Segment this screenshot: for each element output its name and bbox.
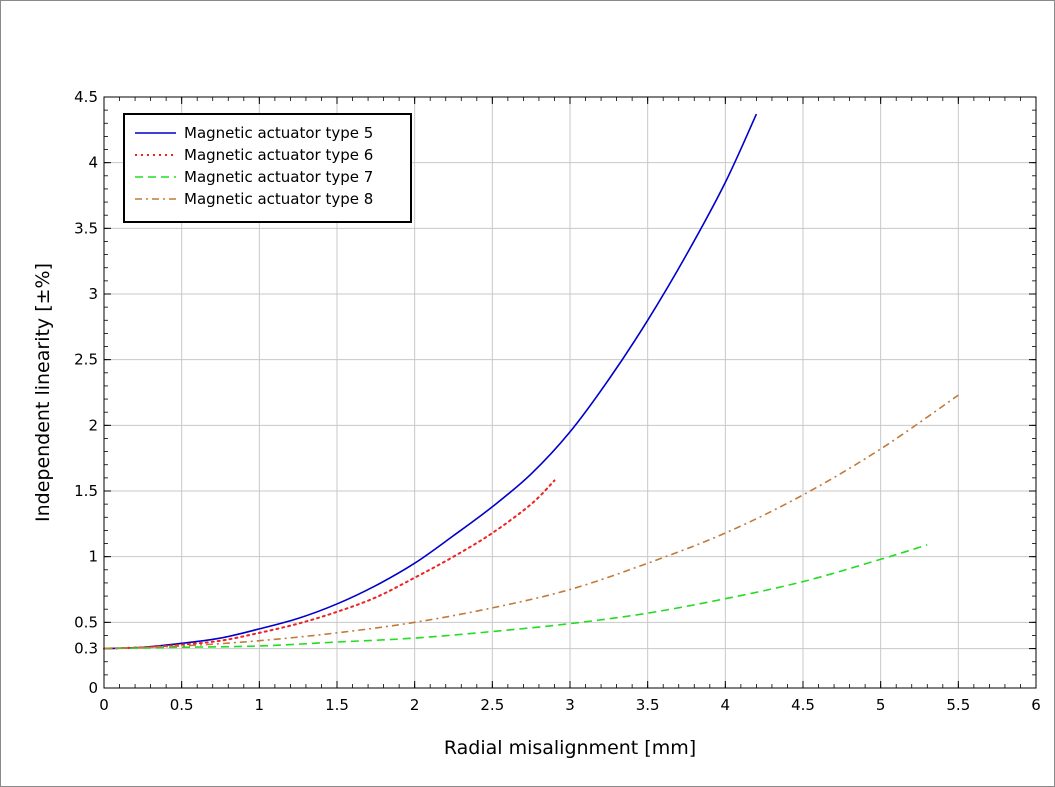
x-tick-label: 3 bbox=[565, 696, 575, 714]
series-line-2 bbox=[103, 479, 556, 650]
legend-label-4: Magnetic actuator type 8 bbox=[184, 190, 373, 208]
y-tick-label: 4 bbox=[88, 154, 98, 172]
series-line-1 bbox=[103, 113, 758, 650]
x-tick-label: 6 bbox=[1031, 696, 1041, 714]
x-tick-label: 4.5 bbox=[791, 696, 815, 714]
legend-label-3: Magnetic actuator type 7 bbox=[184, 168, 373, 186]
y-axis-label: Independent linearity [±%] bbox=[32, 263, 54, 522]
minor-ticks bbox=[103, 96, 1037, 689]
y-tick-label: 4.5 bbox=[74, 88, 98, 106]
legend-label-1: Magnetic actuator type 5 bbox=[184, 124, 373, 142]
y-tick-label: 2.5 bbox=[74, 351, 98, 369]
y-tick-label: 3 bbox=[88, 285, 98, 303]
x-tick-label: 1.5 bbox=[325, 696, 349, 714]
x-tick-label: 3.5 bbox=[636, 696, 660, 714]
x-axis-label: Radial misalignment [mm] bbox=[444, 737, 696, 759]
x-tick-label: 1 bbox=[255, 696, 265, 714]
x-tick-label: 2.5 bbox=[480, 696, 504, 714]
y-tick-label: 1.5 bbox=[74, 482, 98, 500]
legend-label-2: Magnetic actuator type 6 bbox=[184, 146, 373, 164]
x-tick-labels: 0 0.5 1 1.5 2 2.5 3 3.5 4 4.5 5 5.5 6 bbox=[99, 696, 1041, 714]
x-tick-label: 0.5 bbox=[170, 696, 194, 714]
legend-box bbox=[123, 113, 412, 223]
x-tick-label: 5.5 bbox=[946, 696, 970, 714]
series-line-4 bbox=[103, 394, 959, 650]
x-tick-label: 2 bbox=[410, 696, 420, 714]
y-tick-label: 0.3 bbox=[74, 640, 98, 658]
y-tick-label: 3.5 bbox=[74, 219, 98, 237]
plot-area-border bbox=[103, 96, 1037, 689]
legend: Magnetic actuator type 5 Magnetic actuato… bbox=[123, 113, 412, 223]
y-tick-labels: 0 0.3 0.5 1 1.5 2 2.5 3 3.5 4 4.5 bbox=[74, 88, 98, 697]
y-tick-label: 0 bbox=[88, 679, 98, 697]
x-tick-label: 4 bbox=[721, 696, 731, 714]
y-tick-label: 0.5 bbox=[74, 613, 98, 631]
x-tick-label: 5 bbox=[876, 696, 886, 714]
x-tick-label: 0 bbox=[99, 696, 109, 714]
series-line-3 bbox=[103, 544, 928, 650]
y-tick-label: 1 bbox=[88, 548, 98, 566]
y-tick-label: 2 bbox=[88, 416, 98, 434]
series-layer bbox=[103, 113, 959, 650]
